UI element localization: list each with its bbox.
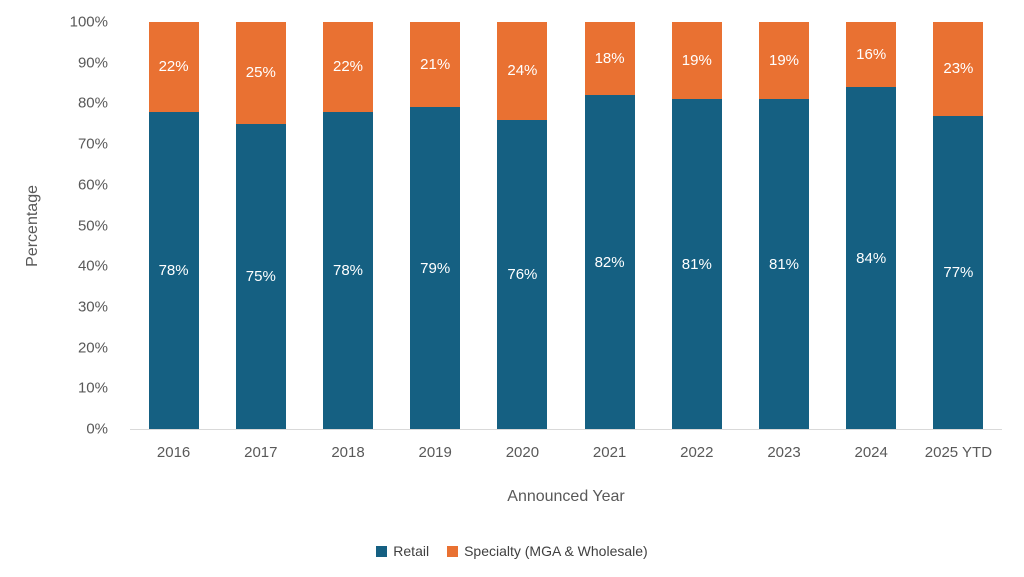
data-label: 81% [681, 255, 712, 273]
legend-item-retail: Retail [376, 544, 429, 558]
bar-segment-2022-retail: 81% [671, 99, 722, 429]
y-tick-label: 80% [77, 94, 108, 112]
x-axis-tick-labels: 2016 2017 2018 2019 2020 2021 2022 2023 2024 2025… [130, 445, 1002, 465]
bar-segment-2017-specialty: 25% [235, 22, 286, 124]
plot-area: 78% 22% 75% 25% 78% 22% 79% 21% 76% 24% 82% 18% 81% 1… [130, 22, 1002, 430]
data-label: 79% [420, 259, 451, 277]
bar-segment-2021-specialty: 18% [584, 22, 635, 96]
y-tick-label: 50% [77, 217, 108, 234]
data-label: 24% [507, 62, 538, 80]
data-label: 22% [158, 58, 189, 76]
bar-segment-2019-specialty: 21% [410, 22, 461, 108]
data-label: 75% [245, 267, 276, 285]
bar-segment-2023-retail: 81% [759, 99, 809, 429]
x-tick-label-2025-ytd: 2025 YTD [924, 444, 993, 461]
bar-segment-2024-specialty: 16% [846, 22, 897, 88]
x-axis-title: Announced Year [507, 488, 625, 505]
bar-segment-2025-ytd-retail: 77% [933, 115, 984, 429]
legend-swatch-icon [447, 545, 459, 557]
data-label: 82% [594, 253, 625, 271]
legend-swatch-icon [376, 545, 388, 557]
x-tick-label-2016: 2016 [156, 444, 191, 461]
data-label: 78% [332, 261, 364, 279]
data-label: 21% [420, 56, 451, 74]
y-tick-label: 100% [69, 13, 108, 31]
x-tick-label-2018: 2018 [331, 444, 365, 461]
data-label: 84% [856, 249, 887, 267]
bar-segment-2021-retail: 82% [584, 95, 635, 429]
y-tick-label: 30% [77, 298, 108, 316]
bar-segment-2016-specialty: 22% [148, 22, 199, 112]
bar-segment-2024-retail: 84% [846, 87, 897, 429]
bar-segment-2020-retail: 76% [497, 119, 548, 429]
data-label: 78% [158, 261, 189, 279]
x-tick-label-2023: 2023 [767, 444, 801, 461]
y-tick-label: 90% [77, 54, 108, 72]
y-tick-label: 10% [77, 379, 108, 397]
y-tick-label: 0% [86, 420, 108, 438]
x-tick-label-2024: 2024 [854, 444, 888, 461]
bar-segment-2020-specialty: 24% [497, 22, 548, 120]
x-tick-label-2019: 2019 [418, 444, 452, 461]
bar-segment-2023-specialty: 19% [759, 22, 809, 100]
data-label: 23% [943, 60, 974, 78]
legend: Retail Specialty (MGA & Wholesale) [0, 544, 1024, 558]
y-axis-tick-labels: 0% 10% 20% 30% 40% 50% 60% 70% 80% 90% 100% [0, 15, 108, 437]
x-tick-label-2022: 2022 [680, 444, 714, 461]
bar-segment-2019-retail: 79% [410, 107, 461, 429]
bar-segment-2018-specialty: 22% [323, 22, 373, 112]
x-tick-label-2021: 2021 [592, 444, 627, 461]
data-label: 77% [943, 263, 974, 281]
legend-label: Specialty (MGA & Wholesale) [464, 543, 648, 559]
data-label: 76% [507, 265, 538, 283]
bar-segment-2022-specialty: 19% [671, 22, 722, 100]
data-label: 25% [245, 64, 276, 82]
data-label: 81% [768, 255, 800, 273]
legend-label: Retail [393, 543, 430, 559]
x-tick-label-2017: 2017 [244, 444, 278, 461]
x-tick-label-2020: 2020 [505, 444, 540, 461]
data-label: 19% [681, 52, 712, 70]
data-label: 18% [594, 50, 625, 68]
data-label: 16% [856, 46, 887, 64]
data-label: 19% [768, 52, 800, 70]
bar-segment-2017-retail: 75% [235, 123, 286, 429]
y-tick-label: 60% [77, 176, 108, 194]
data-label: 22% [332, 58, 364, 76]
bar-segment-2025-ytd-specialty: 23% [933, 22, 984, 116]
y-tick-label: 20% [77, 339, 108, 357]
bar-segment-2016-retail: 78% [148, 111, 199, 429]
y-tick-label: 40% [77, 257, 108, 275]
legend-item-specialty: Specialty (MGA & Wholesale) [447, 544, 648, 558]
bar-segment-2018-retail: 78% [323, 111, 373, 429]
y-tick-label: 70% [77, 135, 108, 153]
